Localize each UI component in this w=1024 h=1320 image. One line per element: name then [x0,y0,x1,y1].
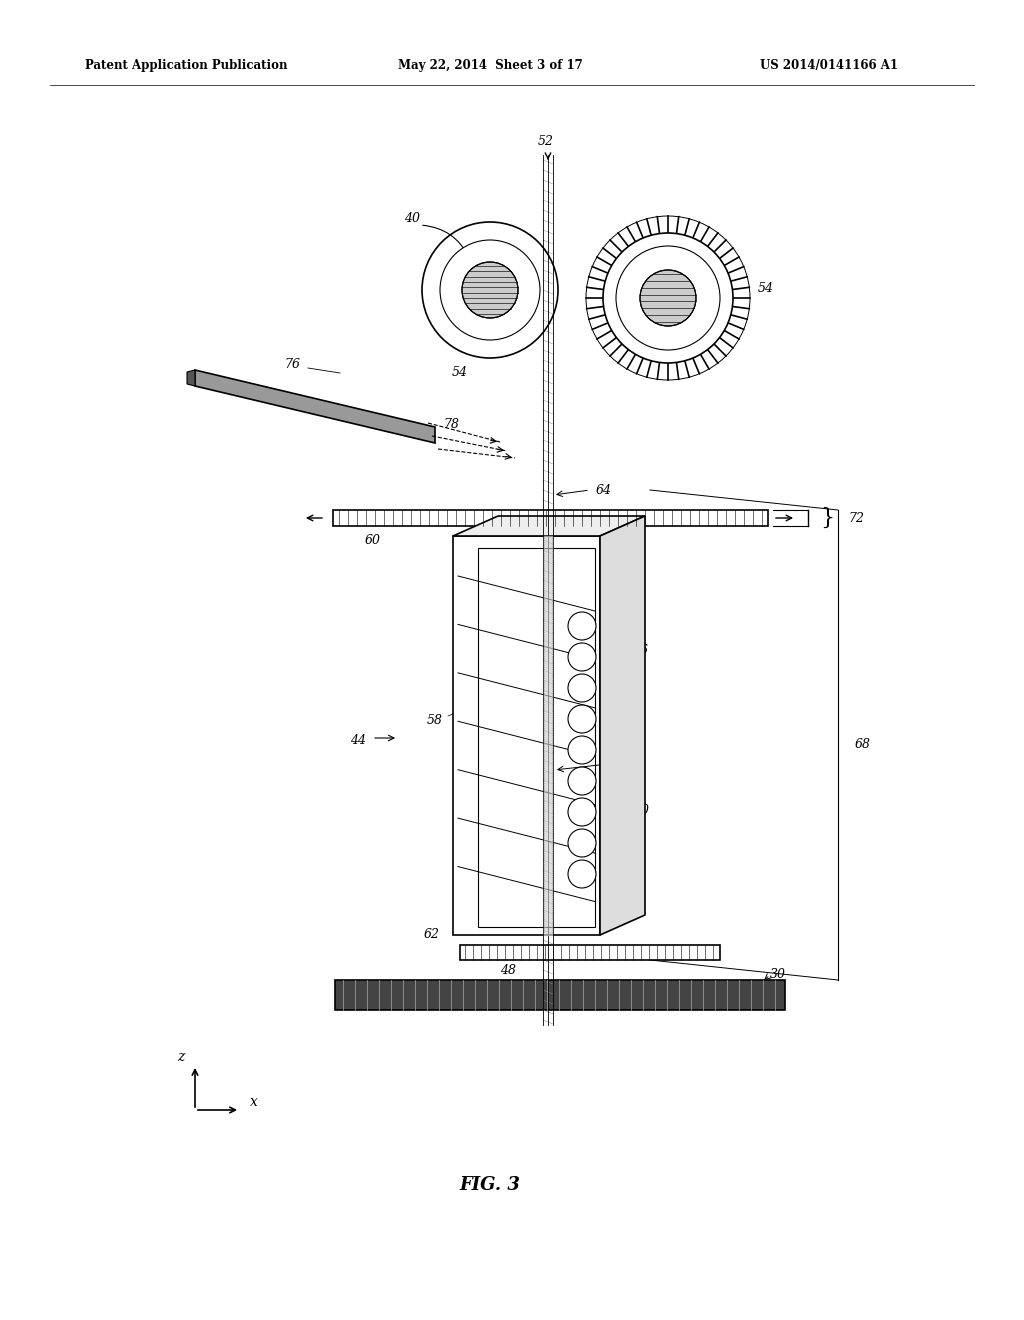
Circle shape [568,737,596,764]
Circle shape [568,861,596,888]
Bar [460,945,720,960]
Text: 58: 58 [427,714,443,726]
Polygon shape [600,516,645,935]
Polygon shape [453,516,645,536]
Text: 48: 48 [500,964,516,977]
Text: 74: 74 [630,754,646,767]
Text: }: } [820,507,835,529]
Text: 44: 44 [350,734,366,747]
Text: 66: 66 [680,950,696,964]
Bar [478,548,595,927]
Circle shape [568,643,596,671]
Circle shape [568,829,596,857]
Circle shape [568,675,596,702]
Circle shape [568,705,596,733]
Polygon shape [187,370,195,385]
Circle shape [462,261,518,318]
Circle shape [640,271,696,326]
Text: 60: 60 [365,533,381,546]
Bar [335,979,785,1010]
Text: 62: 62 [424,928,440,941]
Text: x: x [250,1096,258,1109]
Bar [453,536,600,935]
Circle shape [568,767,596,795]
Circle shape [568,799,596,826]
Text: Patent Application Publication: Patent Application Publication [85,58,288,71]
Circle shape [568,612,596,640]
Text: 40: 40 [404,211,420,224]
Text: 52: 52 [538,135,554,148]
Text: 54: 54 [758,281,774,294]
Polygon shape [195,370,435,444]
Text: 78: 78 [443,417,459,430]
Text: 76: 76 [284,359,300,371]
Text: z: z [177,1049,184,1064]
Circle shape [616,246,720,350]
Text: 54: 54 [452,366,468,379]
Text: US 2014/0141166 A1: US 2014/0141166 A1 [760,58,898,71]
Text: 30: 30 [770,969,786,982]
Bar [333,510,768,525]
Text: 70: 70 [633,804,649,817]
Text: 72: 72 [848,511,864,524]
Circle shape [440,240,540,341]
Text: 68: 68 [855,738,871,751]
Text: 64: 64 [596,483,612,496]
Text: May 22, 2014  Sheet 3 of 17: May 22, 2014 Sheet 3 of 17 [397,58,583,71]
Circle shape [603,234,733,363]
Text: 56: 56 [633,644,649,656]
Text: FIG. 3: FIG. 3 [460,1176,520,1195]
